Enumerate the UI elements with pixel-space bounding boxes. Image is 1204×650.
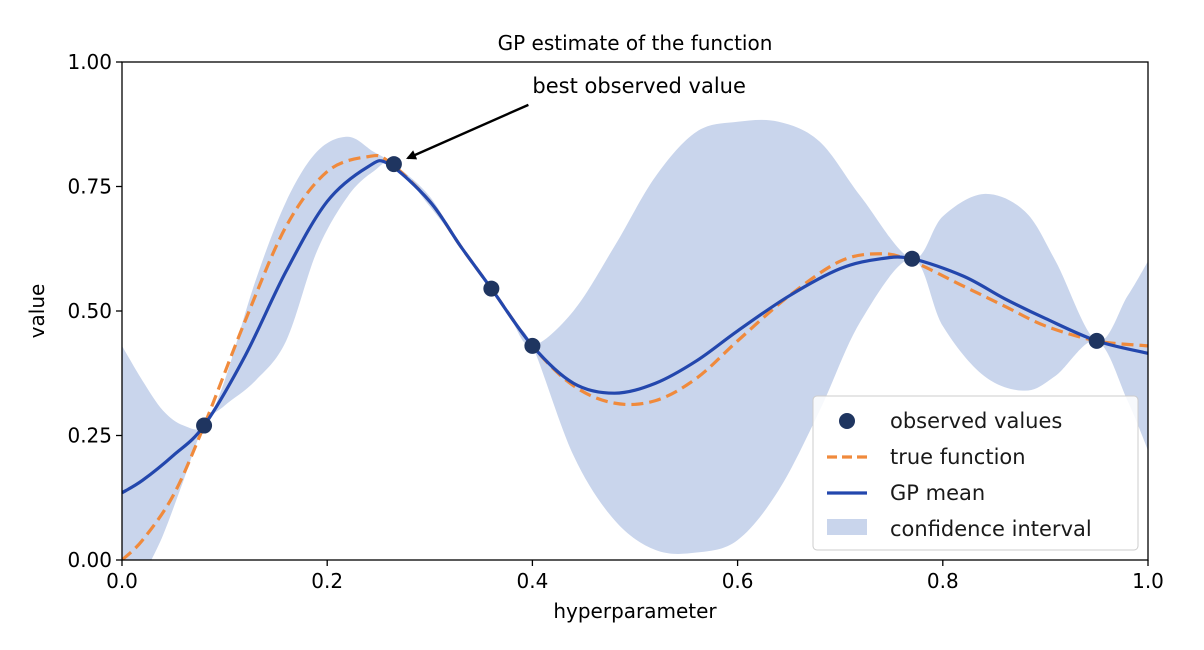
legend-label-confidence: confidence interval <box>890 517 1092 541</box>
observed-point <box>904 250 921 267</box>
observed-point <box>483 280 500 297</box>
y-tick-label: 0.00 <box>67 548 112 572</box>
legend-label-observed: observed values <box>890 409 1062 433</box>
annotation: best observed value <box>406 74 746 160</box>
x-tick-label: 0.8 <box>927 569 959 593</box>
confidence-interval-band <box>122 119 1148 560</box>
y-tick-label: 0.75 <box>67 175 112 199</box>
legend: observed values true function GP mean co… <box>812 395 1139 551</box>
x-tick-label: 1.0 <box>1132 569 1164 593</box>
x-tick-label: 0.0 <box>106 569 138 593</box>
annotation-arrow <box>406 103 529 160</box>
legend-marker-observed <box>839 413 855 429</box>
y-tick-label: 0.25 <box>67 424 112 448</box>
y-tick-label: 1.00 <box>67 50 112 74</box>
observed-point <box>196 417 213 434</box>
gp-mean-line <box>122 159 1148 495</box>
observed-point <box>524 337 541 354</box>
x-tick-label: 0.6 <box>722 569 754 593</box>
observed-point <box>1088 332 1105 349</box>
legend-label-gp-mean: GP mean <box>890 481 985 505</box>
chart-title: GP estimate of the function <box>498 31 773 55</box>
x-axis-label: hyperparameter <box>553 599 717 623</box>
observed-point <box>385 156 402 173</box>
y-axis: 0.00 0.25 0.50 0.75 1.00 <box>67 50 122 572</box>
legend-marker-confidence <box>827 519 867 535</box>
x-axis: 0.0 0.2 0.4 0.6 0.8 1.0 <box>106 560 1164 593</box>
x-tick-label: 0.2 <box>311 569 343 593</box>
legend-label-true-function: true function <box>890 445 1026 469</box>
y-tick-label: 0.50 <box>67 299 112 323</box>
legend-box <box>812 395 1139 551</box>
annotation-text: best observed value <box>532 74 746 98</box>
y-axis-label: value <box>25 284 49 339</box>
x-tick-label: 0.4 <box>516 569 548 593</box>
observed-points <box>196 156 1105 434</box>
